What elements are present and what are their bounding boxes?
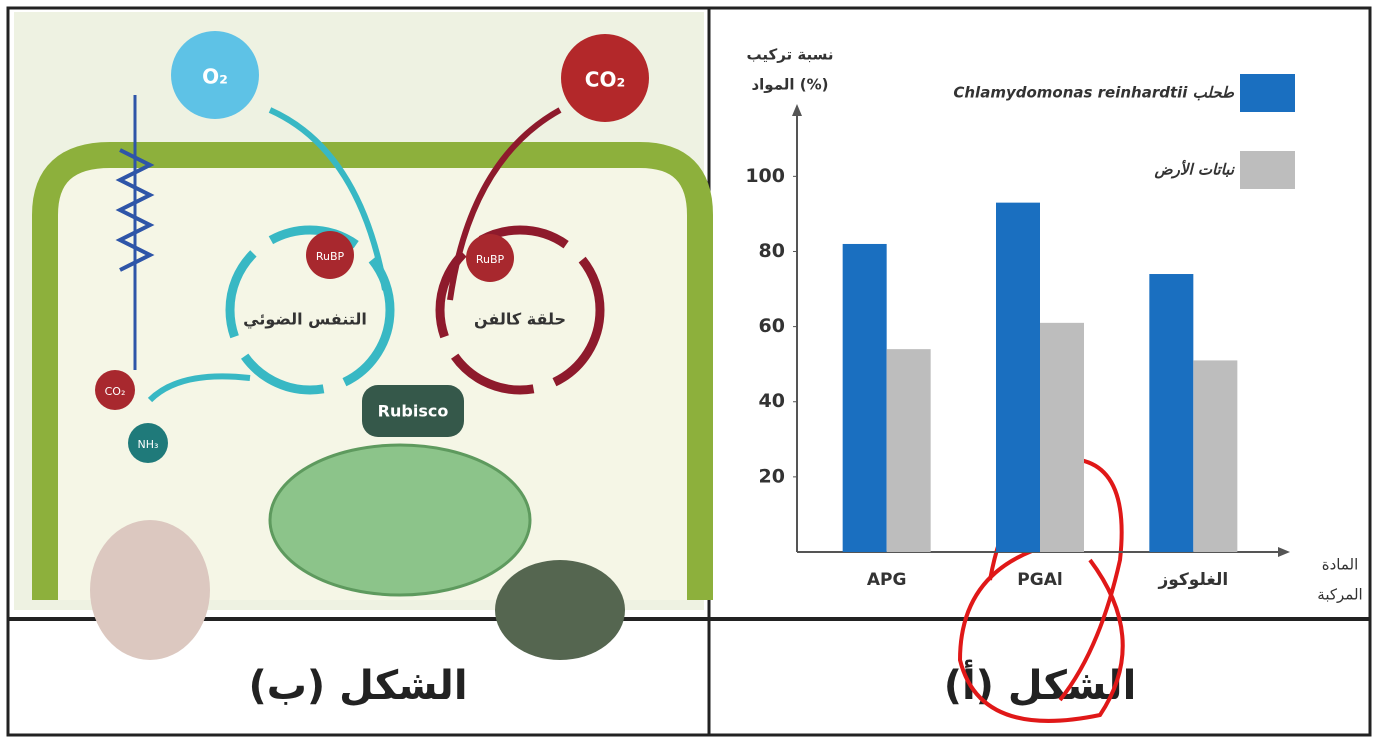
y-tick-label: 80 (759, 240, 785, 262)
arrow (268, 107, 388, 291)
x-axis-label: المركبة (1317, 586, 1362, 604)
legend-label: طحلب Chlamydomonas reinhardtii (953, 84, 1235, 102)
bar (1040, 322, 1084, 552)
x-tick-label: الغلوكوز (1157, 570, 1228, 590)
x-tick-label: APG (867, 570, 907, 590)
legend-swatch (1240, 151, 1295, 189)
organelle (90, 520, 210, 660)
axis-arrow (792, 104, 802, 116)
bar (842, 243, 887, 552)
y-tick-label: 20 (759, 465, 785, 487)
caption: الشكل (ب) (248, 663, 467, 709)
arrow (147, 373, 251, 403)
label: حلقة كالفن (474, 310, 566, 329)
label: O₂ (202, 65, 228, 89)
rubp (466, 234, 514, 282)
cell-wall (32, 142, 713, 600)
legend-swatch (1240, 74, 1295, 112)
label: Rubisco (378, 402, 449, 421)
co2-out (95, 370, 135, 410)
energy-wave (115, 148, 155, 272)
calvin-cycle (435, 225, 605, 395)
nh3 (128, 423, 168, 463)
bar (1149, 274, 1194, 552)
label: RuBP (316, 250, 345, 263)
caption: الشكل (أ) (944, 659, 1137, 709)
photorespiration-cycle (225, 225, 395, 395)
annotation-mark (957, 543, 1125, 723)
y-tick-label: 40 (759, 390, 785, 412)
y-axis-label: المواد (%) (751, 76, 828, 94)
bar (996, 202, 1040, 552)
rubp (306, 231, 354, 279)
label: CO₂ (585, 68, 625, 92)
label: NH₃ (138, 438, 159, 451)
co2-molecule (561, 34, 649, 122)
label: CO₂ (105, 385, 126, 398)
axis-arrow (1278, 547, 1290, 557)
chloroplast (268, 443, 532, 597)
x-tick-label: PGAl (1017, 570, 1062, 590)
chart: 20 40 60 80 100 نسبة تركيب المواد (%) المادة الم… (745, 46, 1362, 604)
o2-molecule (171, 31, 259, 119)
legend-label: نباتات الأرض (1154, 160, 1235, 179)
diagram: O₂ CO₂ التنفس الضوئي حلقة كالفن RuBP RuB… (14, 12, 713, 660)
label: RuBP (476, 253, 505, 266)
y-axis-label: نسبة تركيب (746, 46, 833, 64)
bar (1193, 360, 1238, 552)
label: التنفس الضوئي (243, 310, 367, 330)
organelle (495, 560, 625, 660)
x-axis-label: المادة (1322, 556, 1359, 574)
y-tick-label: 100 (745, 165, 785, 187)
bar (886, 349, 931, 552)
y-tick-label: 60 (759, 315, 785, 337)
rubisco-box (362, 385, 464, 437)
